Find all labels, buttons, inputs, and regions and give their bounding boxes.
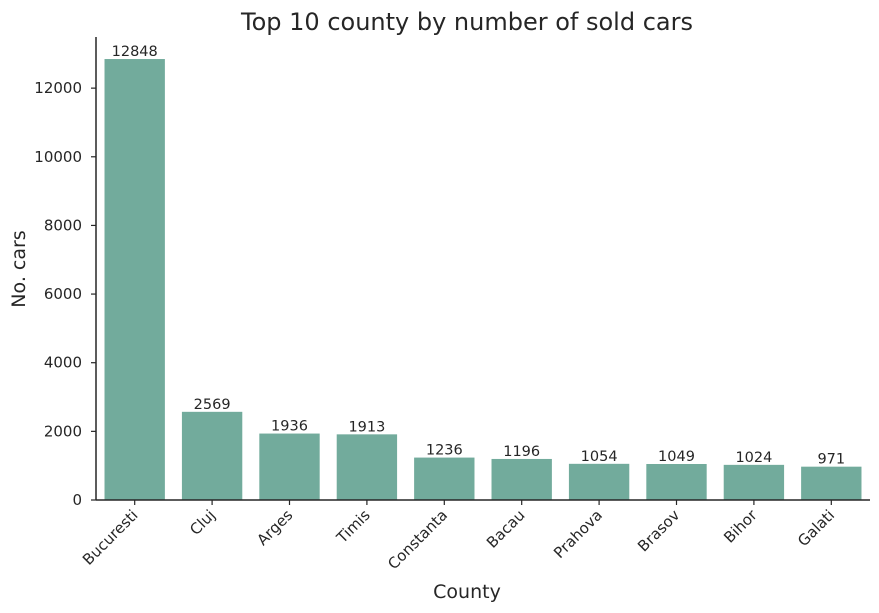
bar-brasov: [646, 463, 707, 500]
x-tick-label-constanta: Constanta: [384, 506, 451, 573]
y-tick-label: 4000: [44, 354, 82, 372]
bar-galati: [801, 466, 862, 500]
data-label-brasov: 1049: [658, 449, 695, 465]
bar-cluj: [181, 411, 243, 500]
data-label-bihor: 1024: [735, 450, 772, 466]
data-label-cluj: 2569: [194, 397, 231, 413]
bar-prahova: [568, 463, 630, 500]
bar-arges: [259, 433, 320, 500]
bars-group: [104, 59, 862, 500]
y-tick-label: 6000: [44, 285, 82, 303]
data-label-bacau: 1196: [503, 444, 540, 460]
x-tick-label-bucuresti: Bucuresti: [79, 506, 142, 569]
x-tick-label-brasov: Brasov: [634, 506, 683, 555]
chart-title: Top 10 county by number of sold cars: [240, 8, 693, 36]
y-tick-label: 2000: [44, 422, 82, 440]
y-tick-label: 8000: [44, 216, 82, 234]
y-tick-label: 10000: [34, 148, 82, 166]
bar-bucuresti: [104, 59, 165, 500]
data-label-prahova: 1054: [581, 449, 618, 465]
data-label-arges: 1936: [271, 419, 308, 435]
data-label-galati: 971: [817, 452, 845, 468]
x-tick-label-cluj: Cluj: [186, 506, 219, 539]
data-label-bucuresti: 12848: [112, 44, 158, 60]
data-label-timis: 1913: [348, 419, 385, 435]
x-axis-ticks: Bucuresti Cluj Arges Timis Constanta Bacau Pra…: [79, 500, 838, 573]
bar-bihor: [723, 464, 785, 500]
x-axis-label: County: [433, 581, 501, 603]
x-tick-label-timis: Timis: [332, 506, 373, 547]
x-tick-label-galati: Galati: [794, 506, 838, 550]
data-label-constanta: 1236: [426, 443, 463, 459]
bar-timis: [336, 434, 398, 500]
bar-bacau: [491, 458, 552, 500]
y-axis-ticks: 0 2000 4000 6000 8000 10000 12000: [34, 79, 96, 509]
y-tick-label: 12000: [34, 79, 82, 97]
data-labels-group: 12848 2569 1936 1913 1236 1196 1054 1049 1024 971: [112, 44, 846, 468]
y-axis-label: No. cars: [8, 230, 30, 307]
bar-constanta: [414, 457, 475, 500]
x-tick-label-bacau: Bacau: [483, 506, 529, 552]
x-tick-label-arges: Arges: [253, 506, 296, 549]
x-tick-label-prahova: Prahova: [550, 506, 606, 562]
x-tick-label-bihor: Bihor: [720, 506, 761, 547]
y-tick-label: 0: [72, 491, 82, 509]
